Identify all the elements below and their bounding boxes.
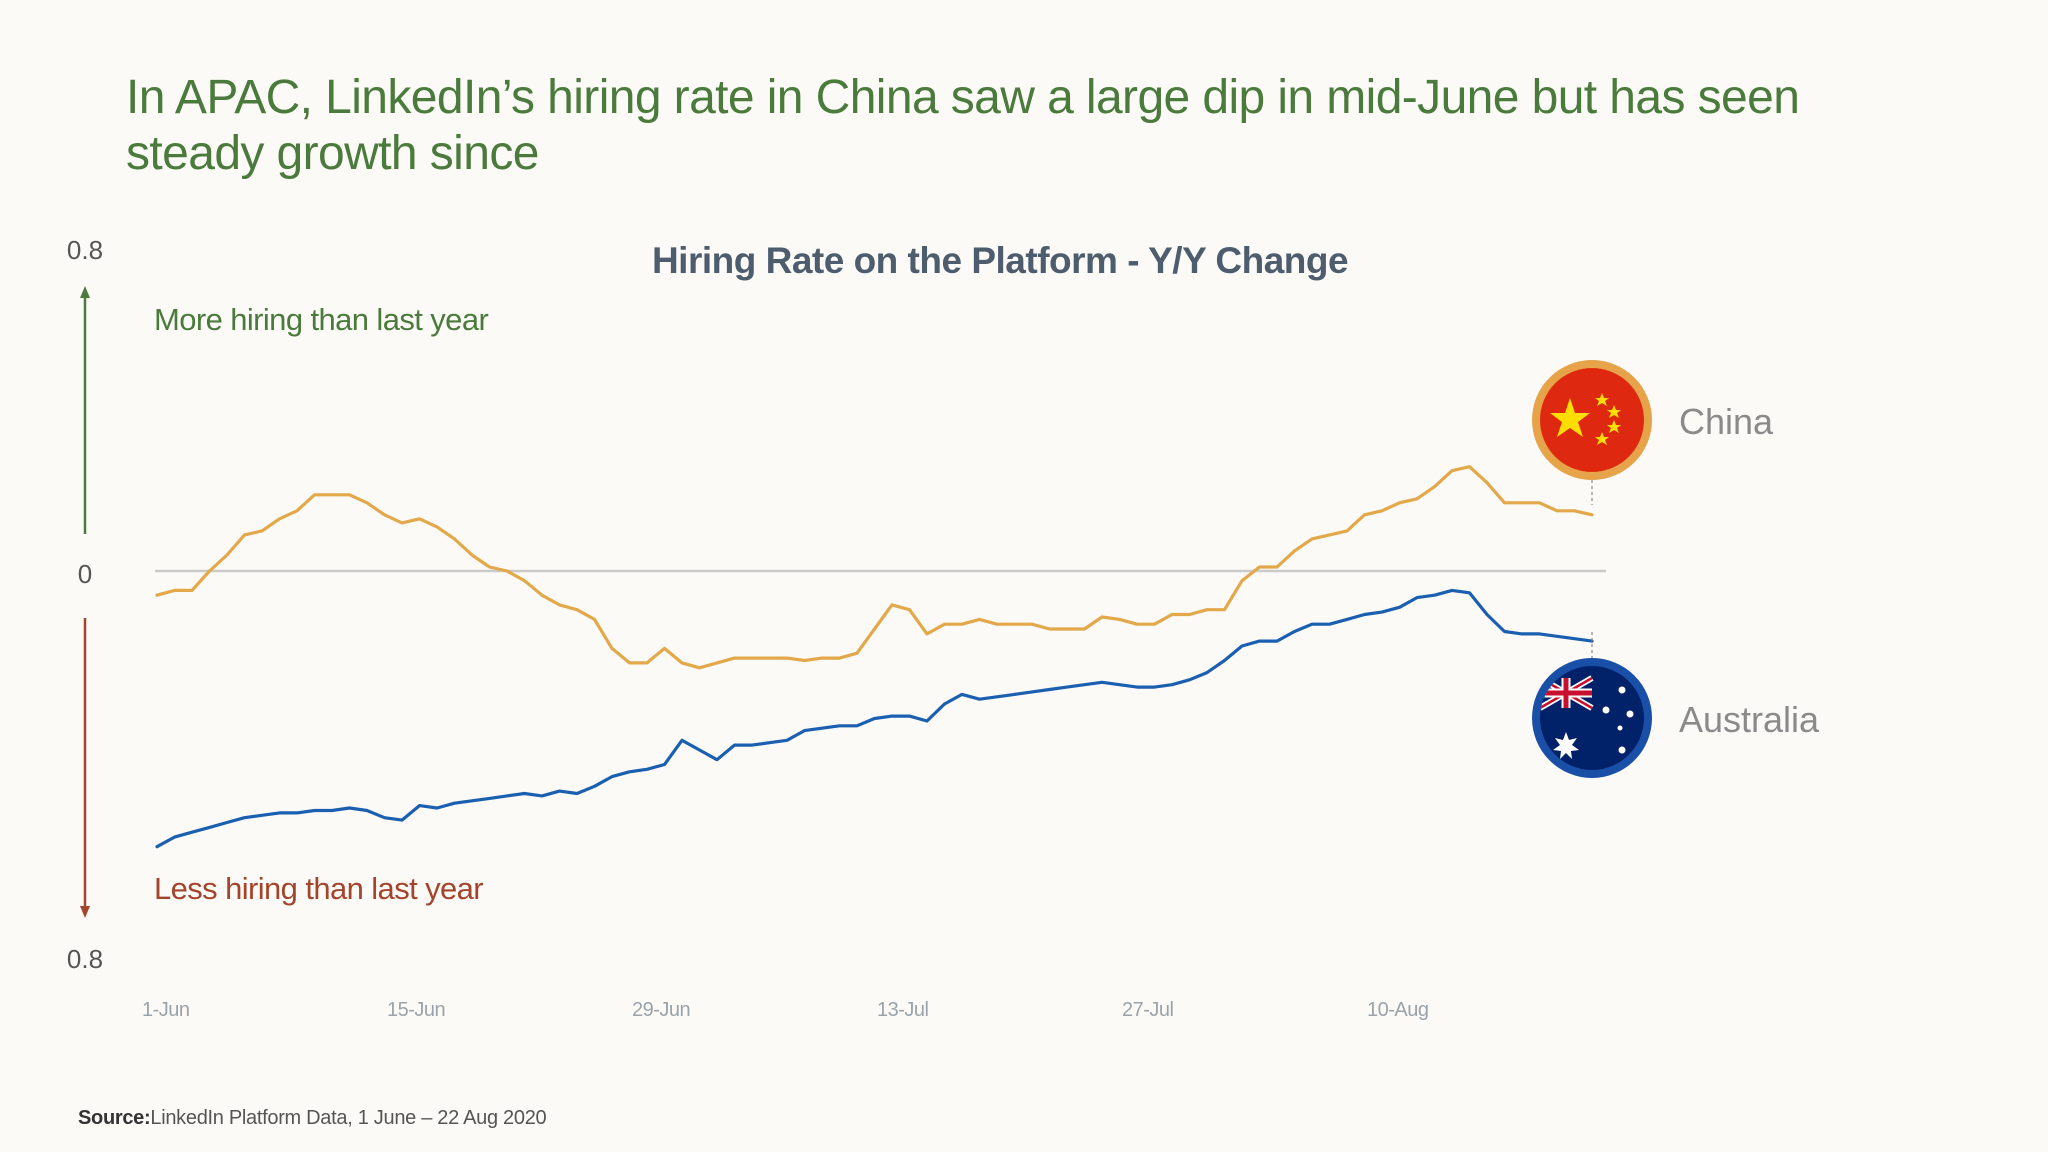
series-group	[155, 465, 1594, 849]
y-top-label: 0.8	[67, 235, 103, 265]
headline: In APAC, LinkedIn’s hiring rate in China…	[126, 71, 1800, 180]
china-series-line	[155, 465, 1594, 670]
x-tick-label: 15-Jun	[387, 999, 445, 1021]
source-text: LinkedIn Platform Data, 1 June – 22 Aug …	[150, 1107, 547, 1129]
less-hiring-annotation: Less hiring than last year	[154, 871, 483, 906]
china-flag	[1532, 360, 1652, 480]
x-tick-label: 13-Jul	[877, 999, 929, 1021]
x-tick-label: 10-Aug	[1367, 999, 1429, 1021]
x-axis-ticks: 1-Jun 15-Jun 29-Jun 13-Jul 27-Jul 10-Aug	[142, 999, 1429, 1021]
x-tick-label: 29-Jun	[632, 999, 690, 1021]
australia-flag	[1532, 658, 1652, 778]
chart-title: Hiring Rate on the Platform - Y/Y Change	[652, 240, 1348, 281]
source-note: Source:LinkedIn Platform Data, 1 June – …	[78, 1107, 547, 1130]
china-label: China	[1679, 401, 1774, 442]
y-bottom-label: 0.8	[67, 944, 103, 974]
y-zero-label: 0	[78, 559, 92, 589]
down-arrow-head	[80, 906, 90, 918]
more-hiring-annotation: More hiring than last year	[154, 302, 488, 337]
up-arrow-head	[80, 286, 90, 298]
australia-label: Australia	[1679, 699, 1820, 740]
x-tick-label: 27-Jul	[1122, 999, 1174, 1021]
australia-series-line	[155, 588, 1594, 849]
x-tick-label: 1-Jun	[142, 999, 190, 1021]
source-label: Source:	[78, 1107, 151, 1129]
